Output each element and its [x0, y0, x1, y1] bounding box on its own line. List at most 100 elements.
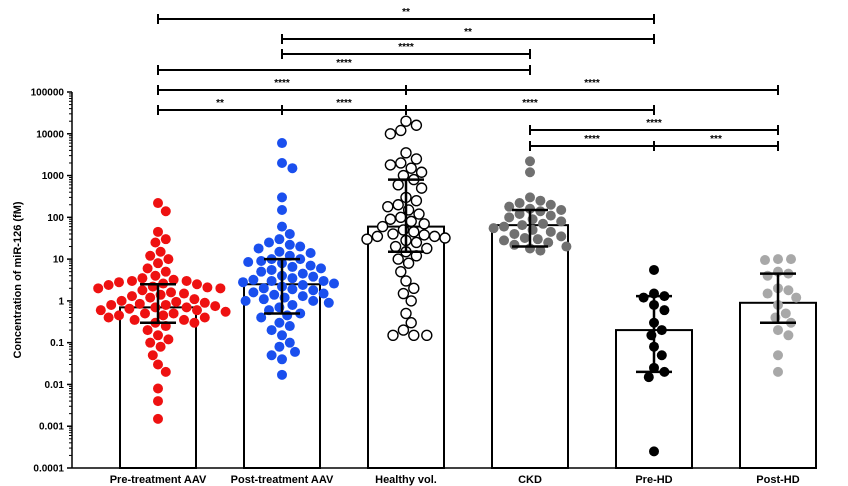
- data-point: [155, 246, 166, 257]
- significance-bracket: **: [157, 7, 655, 24]
- data-point: [392, 253, 404, 265]
- data-point: [773, 254, 783, 265]
- significance-bracket: ****: [281, 98, 407, 115]
- data-point: [160, 299, 171, 310]
- axes: Pre-treatment AAV Post-treatment AAV Healt…: [31, 88, 816, 486]
- data-point: [397, 324, 410, 336]
- data-point: [258, 294, 269, 305]
- data-point: [504, 201, 515, 212]
- data-point: [258, 283, 269, 294]
- data-point: [413, 208, 425, 220]
- significance-bracket: **: [157, 98, 283, 115]
- data-point: [137, 285, 148, 296]
- data-point: [402, 257, 415, 269]
- data-point: [408, 226, 420, 238]
- data-point: [410, 195, 423, 207]
- data-point: [410, 119, 423, 131]
- data-point: [95, 305, 106, 316]
- data-point: [318, 288, 329, 299]
- data-point: [160, 234, 171, 245]
- data-point: [308, 285, 319, 296]
- data-point: [256, 312, 267, 323]
- data-point: [124, 303, 135, 314]
- data-point: [504, 212, 515, 223]
- x-tick-label: Healthy vol.: [375, 474, 437, 486]
- data-point: [410, 153, 423, 165]
- y-tick-label: 10: [53, 255, 65, 266]
- significance-label: ****: [584, 134, 600, 145]
- data-point: [103, 312, 114, 323]
- data-point: [405, 317, 417, 329]
- significance-label: **: [402, 7, 410, 18]
- significance-bracket: ****: [281, 42, 531, 59]
- data-point: [287, 284, 298, 295]
- significance-bracket: ****: [405, 98, 655, 115]
- data-point: [400, 307, 412, 320]
- significance-label: ****: [522, 98, 538, 109]
- data-point: [556, 204, 567, 215]
- data-point: [220, 306, 231, 317]
- data-point: [181, 275, 192, 286]
- data-point: [215, 283, 226, 294]
- data-point: [166, 287, 176, 298]
- data-point: [780, 308, 791, 319]
- data-point: [525, 167, 535, 178]
- data-point: [116, 295, 127, 306]
- data-point: [421, 242, 433, 255]
- data-point: [199, 297, 210, 308]
- data-point: [142, 325, 153, 336]
- data-point: [535, 245, 546, 256]
- x-tick-label: Post-treatment AAV: [231, 474, 334, 486]
- data-point: [199, 312, 210, 323]
- data-point: [248, 274, 259, 285]
- data-point: [415, 182, 428, 194]
- data-point: [153, 396, 163, 407]
- data-point: [153, 226, 163, 237]
- data-point: [290, 346, 300, 357]
- x-tick-label: Pre-treatment AAV: [110, 474, 207, 486]
- data-point: [277, 354, 287, 365]
- x-tick-label: Pre-HD: [635, 474, 672, 486]
- data-point: [538, 218, 548, 229]
- data-point: [160, 366, 171, 377]
- data-point: [274, 341, 285, 352]
- data-point: [192, 279, 202, 290]
- data-point: [786, 254, 796, 265]
- data-point: [127, 291, 137, 302]
- data-point: [395, 211, 407, 224]
- data-point: [142, 263, 153, 274]
- data-point: [153, 198, 163, 209]
- data-point: [760, 255, 770, 266]
- data-point: [387, 228, 399, 240]
- data-point: [189, 317, 200, 328]
- data-point: [158, 310, 169, 321]
- data-point: [153, 413, 163, 424]
- data-point: [649, 446, 659, 457]
- data-point: [316, 263, 326, 274]
- data-point: [384, 213, 397, 225]
- data-point: [428, 230, 441, 243]
- y-tick-label: 0.001: [39, 422, 64, 433]
- significance-label: **: [216, 98, 224, 109]
- error-bars: [140, 178, 796, 374]
- significance-label: ****: [336, 98, 352, 109]
- data-point: [405, 162, 417, 174]
- significance-bracket: **: [281, 27, 655, 44]
- data-point: [410, 236, 423, 249]
- data-point: [145, 292, 156, 303]
- significance-label: ****: [584, 78, 600, 89]
- data-point: [439, 232, 451, 244]
- data-point: [387, 329, 399, 342]
- significance-label: ****: [398, 42, 414, 53]
- data-point: [277, 369, 287, 380]
- data-points: [93, 115, 802, 457]
- data-point: [656, 325, 667, 336]
- y-tick-label: 0.0001: [33, 464, 64, 475]
- data-point: [514, 198, 525, 209]
- data-point: [376, 220, 389, 233]
- data-point: [287, 261, 298, 272]
- data-point: [783, 285, 794, 296]
- data-point: [514, 209, 525, 220]
- data-point: [318, 275, 329, 286]
- data-point: [509, 239, 520, 250]
